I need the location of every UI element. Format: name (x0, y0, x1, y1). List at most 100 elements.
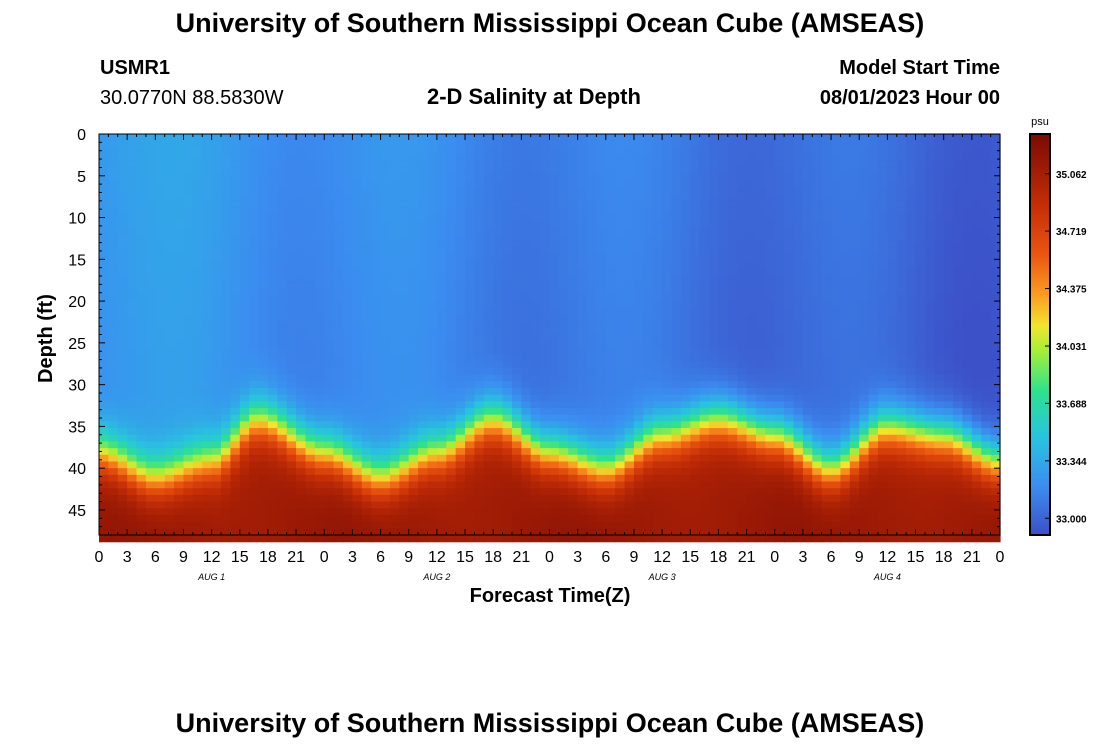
heatmap-cell (737, 287, 748, 295)
heatmap-cell (511, 434, 522, 443)
heatmap-cell (183, 214, 194, 222)
heatmap-cell (624, 301, 635, 309)
heatmap-cell (436, 374, 447, 382)
heatmap-cell (474, 294, 485, 302)
heatmap-cell (192, 448, 203, 456)
heatmap-cell (671, 160, 682, 169)
heatmap-cell (164, 434, 175, 443)
heatmap-cell (821, 207, 832, 215)
heatmap-cell (690, 514, 701, 523)
heatmap-cell (361, 260, 372, 269)
heatmap-cell (314, 528, 325, 536)
heatmap-cell (221, 140, 232, 148)
heatmap-cell (221, 147, 232, 155)
heatmap-cell (765, 448, 776, 456)
heatmap-cell (455, 134, 466, 142)
heatmap-cell (511, 180, 522, 189)
heatmap-cell (577, 474, 588, 483)
heatmap-cell (821, 294, 832, 302)
heatmap-cell (427, 234, 438, 242)
heatmap-cell (465, 307, 476, 316)
heatmap-cell (802, 267, 813, 275)
heatmap-cell (624, 441, 635, 449)
heatmap-cell (221, 448, 232, 456)
heatmap-cell (286, 180, 297, 189)
heatmap-cell (418, 347, 429, 356)
heatmap-cell (371, 254, 382, 262)
heatmap-cell (596, 314, 607, 322)
heatmap-cell (718, 281, 729, 289)
heatmap-cell (267, 220, 278, 229)
heatmap-cell (455, 394, 466, 402)
heatmap-cell (108, 147, 119, 155)
heatmap-cell (633, 321, 644, 329)
heatmap-cell (624, 294, 635, 302)
heatmap-cell (446, 341, 457, 349)
heatmap-cell (587, 434, 598, 443)
heatmap-cell (737, 281, 748, 289)
heatmap-cell (174, 234, 185, 242)
heatmap-cell (493, 381, 504, 389)
heatmap-cell (333, 167, 344, 175)
heatmap-cell (314, 327, 325, 336)
heatmap-cell (333, 240, 344, 249)
heatmap-cell (802, 528, 813, 536)
heatmap-cell (305, 187, 316, 195)
heatmap-cell (446, 307, 457, 316)
heatmap-cell (371, 454, 382, 463)
heatmap-cell (380, 240, 391, 249)
heatmap-cell (596, 194, 607, 202)
heatmap-cell (502, 454, 513, 463)
heatmap-cell (343, 347, 354, 356)
heatmap-cell (821, 387, 832, 396)
heatmap-cell (446, 167, 457, 175)
heatmap-cell (605, 508, 616, 516)
heatmap-cell (427, 207, 438, 215)
heatmap-cell (164, 535, 175, 543)
heatmap-cell (202, 535, 213, 543)
heatmap-cell (774, 307, 785, 316)
heatmap-cell (643, 267, 654, 275)
heatmap-cell (352, 267, 363, 275)
heatmap-cell (549, 314, 560, 322)
heatmap-cell (127, 408, 138, 416)
heatmap-cell (239, 361, 250, 369)
heatmap-cell (802, 501, 813, 509)
heatmap-cell (230, 260, 241, 269)
heatmap-cell (324, 154, 335, 162)
heatmap-cell (802, 321, 813, 329)
heatmap-cell (483, 214, 494, 222)
heatmap-cell (192, 367, 203, 376)
heatmap-cell (568, 354, 579, 362)
heatmap-cell (324, 501, 335, 509)
heatmap-cell (549, 260, 560, 269)
heatmap-cell (662, 528, 673, 536)
heatmap-cell (793, 414, 804, 422)
heatmap-cell (511, 535, 522, 543)
heatmap-cell (652, 294, 663, 302)
heatmap-cell (502, 387, 513, 396)
heatmap-cell (699, 434, 710, 443)
heatmap-cell (577, 341, 588, 349)
heatmap-cell (774, 327, 785, 336)
heatmap-cell (408, 207, 419, 215)
heatmap-cell (737, 535, 748, 543)
heatmap-cell (380, 361, 391, 369)
heatmap-cell (652, 461, 663, 469)
heatmap-cell (117, 441, 128, 449)
heatmap-cell (849, 214, 860, 222)
heatmap-cell (643, 387, 654, 396)
heatmap-cell (192, 281, 203, 289)
heatmap-cell (840, 194, 851, 202)
heatmap-cell (192, 207, 203, 215)
heatmap-cell (446, 147, 457, 155)
heatmap-cell (333, 374, 344, 382)
heatmap-cell (296, 214, 307, 222)
heatmap-cell (239, 187, 250, 195)
heatmap-cell (502, 441, 513, 449)
heatmap-cell (699, 374, 710, 382)
heatmap-cell (511, 381, 522, 389)
heatmap-cell (699, 274, 710, 282)
heatmap-cell (221, 354, 232, 362)
heatmap-cell (230, 414, 241, 422)
